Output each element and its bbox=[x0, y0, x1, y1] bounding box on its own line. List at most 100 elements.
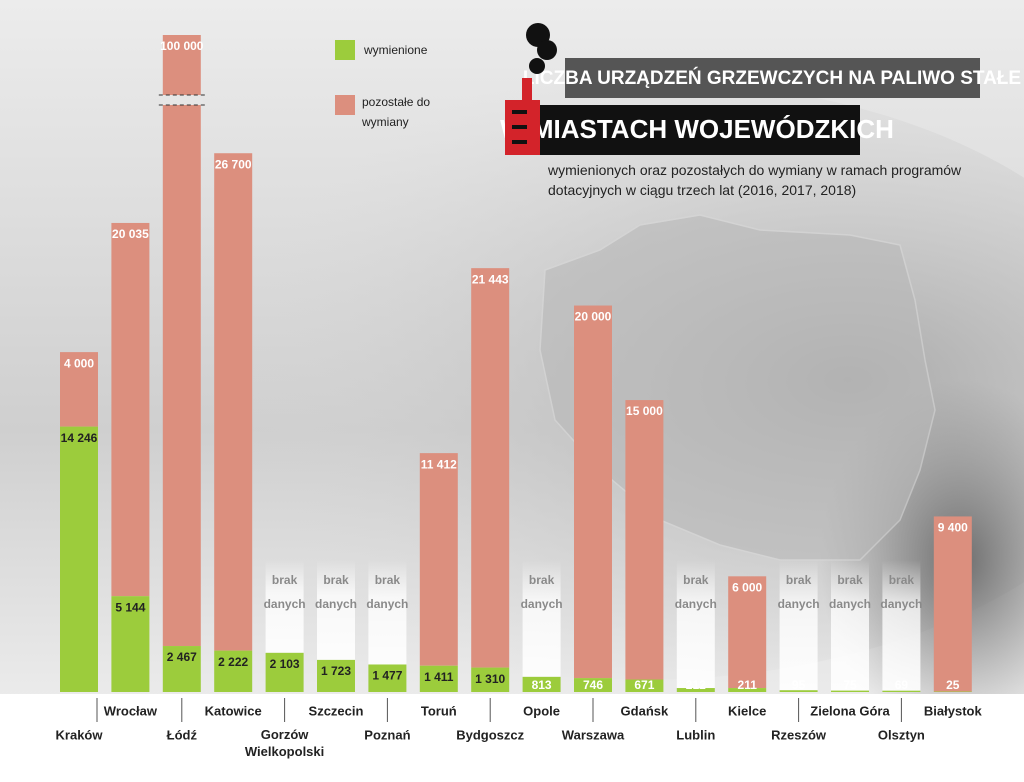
value-label: 25 bbox=[946, 678, 960, 692]
chart-title: LICZBA URZĄDZEŃ GRZEWCZYCH NA PALIWO STA… bbox=[523, 67, 1021, 89]
no-data-label: brak danych bbox=[520, 573, 563, 611]
value-label: 813 bbox=[532, 678, 552, 692]
bar-segment bbox=[419, 453, 458, 666]
x-tick-label-box: Gorzów Wielkopolski bbox=[244, 727, 325, 759]
legend-swatch bbox=[335, 40, 355, 60]
x-tick-label: Rzeszów bbox=[771, 727, 827, 742]
no-data-label: brak danych bbox=[674, 573, 717, 611]
no-data-label-box: brak danych bbox=[314, 573, 357, 611]
no-data-label-box: brak danych bbox=[674, 573, 717, 611]
bar-segment bbox=[419, 665, 458, 692]
value-label: 95 bbox=[792, 678, 806, 692]
x-tick-label: Białystok bbox=[924, 703, 983, 718]
legend-label: wymienione bbox=[363, 43, 428, 57]
bar-segment bbox=[60, 426, 98, 692]
legend-label: pozostałe do wymiany bbox=[362, 95, 431, 129]
bar-segment bbox=[162, 35, 201, 647]
value-label: 14 246 bbox=[61, 431, 98, 445]
bar-segment bbox=[933, 516, 972, 692]
no-data-bar bbox=[317, 560, 355, 660]
bar-segment bbox=[214, 650, 253, 692]
x-tick-label: Wrocław bbox=[104, 703, 158, 718]
no-data-label: brak danych bbox=[314, 573, 357, 611]
bar-segment bbox=[831, 690, 869, 692]
x-tick-label: Toruń bbox=[421, 703, 457, 718]
bar-segment bbox=[574, 678, 612, 692]
value-label: 746 bbox=[583, 678, 603, 692]
x-tick-label: Kraków bbox=[56, 727, 104, 742]
x-tick-label: Olsztyn bbox=[878, 727, 925, 742]
value-label: 9 400 bbox=[938, 521, 968, 535]
bar-segment bbox=[522, 676, 561, 692]
bar-segment bbox=[60, 352, 98, 427]
bar-segment bbox=[574, 305, 612, 679]
x-tick-label: Katowice bbox=[205, 703, 262, 718]
no-data-bar bbox=[368, 560, 407, 665]
x-tick-label: Lublin bbox=[676, 727, 715, 742]
title-box bbox=[540, 105, 860, 155]
chart-subtitle: wymienionych oraz pozostałych do wymiany… bbox=[548, 162, 962, 198]
x-tick-label: Opole bbox=[523, 703, 560, 718]
x-tick-label: Gdańsk bbox=[621, 703, 669, 718]
no-data-bar bbox=[831, 560, 869, 691]
bar-segment bbox=[728, 576, 767, 689]
bar-segment bbox=[368, 664, 407, 692]
chart-title: W MIASTACH WOJEWÓDZKICH bbox=[500, 114, 894, 144]
bar-segment bbox=[471, 667, 510, 692]
bar-segment bbox=[471, 268, 510, 668]
bar-segment bbox=[676, 688, 715, 692]
value-label: 20 000 bbox=[575, 310, 612, 324]
no-data-label-box: brak danych bbox=[880, 573, 923, 611]
bar-segment bbox=[882, 690, 921, 692]
x-tick-label: Gorzów Wielkopolski bbox=[244, 727, 325, 759]
x-tick-label: Bydgoszcz bbox=[456, 727, 524, 742]
value-label: 212 bbox=[686, 678, 706, 692]
bar-segment bbox=[317, 659, 355, 692]
value-label: 20 035 bbox=[112, 227, 149, 241]
no-data-bar bbox=[779, 560, 818, 691]
bar-segment bbox=[779, 690, 818, 692]
no-data-bar bbox=[676, 560, 715, 689]
value-label: 26 700 bbox=[215, 157, 252, 171]
legend-label-box: pozostałe do wymiany bbox=[362, 95, 431, 129]
value-label: 5 144 bbox=[115, 600, 145, 614]
value-label: 1 723 bbox=[321, 664, 351, 678]
bar-segment bbox=[111, 222, 150, 597]
bar-segment bbox=[111, 596, 150, 692]
value-label: 15 000 bbox=[626, 404, 663, 418]
no-data-label: brak danych bbox=[880, 573, 923, 611]
no-data-bar bbox=[882, 560, 921, 691]
bar-segment bbox=[625, 400, 664, 680]
axis-break bbox=[160, 95, 203, 105]
x-tick-label: Warszawa bbox=[562, 727, 625, 742]
no-data-label: brak danych bbox=[263, 573, 306, 611]
subtitle-box: wymienionych oraz pozostałych do wymiany… bbox=[548, 162, 962, 198]
no-data-label-box: brak danych bbox=[520, 573, 563, 611]
value-label: 2 467 bbox=[167, 650, 197, 664]
value-label: 69 bbox=[895, 678, 909, 692]
bar-segment bbox=[625, 679, 664, 692]
no-data-label-box: brak danych bbox=[366, 573, 409, 611]
value-label: 6 000 bbox=[732, 580, 762, 594]
no-data-label-box: brak danych bbox=[263, 573, 306, 611]
no-data-label: brak danych bbox=[828, 573, 871, 611]
x-tick-label: Łódź bbox=[167, 727, 198, 742]
no-data-label: brak danych bbox=[366, 573, 409, 611]
bar-segment bbox=[214, 153, 253, 651]
value-label: 1 477 bbox=[372, 669, 402, 683]
value-label: 100 000 bbox=[160, 39, 204, 53]
value-label: 4 000 bbox=[64, 356, 94, 370]
x-tick-label: Kielce bbox=[728, 703, 766, 718]
value-label: 1 411 bbox=[424, 670, 454, 684]
no-data-label: brak danych bbox=[777, 573, 820, 611]
value-label: 75 bbox=[843, 678, 857, 692]
x-tick-label: Szczecin bbox=[309, 703, 364, 718]
value-label: 2 103 bbox=[270, 657, 300, 671]
value-label: 11 412 bbox=[421, 457, 457, 471]
value-label: 2 222 bbox=[218, 655, 248, 669]
x-tick-label: Poznań bbox=[364, 727, 410, 742]
no-data-bar bbox=[522, 560, 561, 677]
x-tick-label: Zielona Góra bbox=[810, 703, 890, 718]
no-data-bar bbox=[265, 560, 304, 653]
footer-band bbox=[0, 694, 1024, 782]
